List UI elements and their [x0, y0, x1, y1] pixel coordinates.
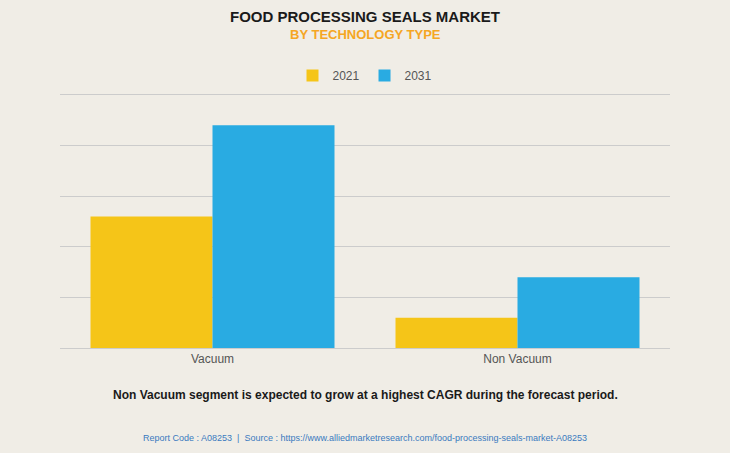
- svg-text:FOOD PROCESSING SEALS MARKET: FOOD PROCESSING SEALS MARKET: [230, 8, 500, 25]
- svg-text:Report Code : A08253 | Sourc: Report Code : A08253 | Source : https://…: [143, 433, 587, 443]
- svg-text:Non Vacuum segment is expected: Non Vacuum segment is expected to grow a…: [113, 388, 618, 402]
- svg-text:Non Vacuum: Non Vacuum: [483, 352, 551, 366]
- svg-text:Vacuum: Vacuum: [191, 352, 234, 366]
- svg-text:2031: 2031: [405, 69, 432, 83]
- svg-text:BY TECHNOLOGY TYPE: BY TECHNOLOGY TYPE: [290, 27, 441, 42]
- svg-text:2021: 2021: [333, 69, 360, 83]
